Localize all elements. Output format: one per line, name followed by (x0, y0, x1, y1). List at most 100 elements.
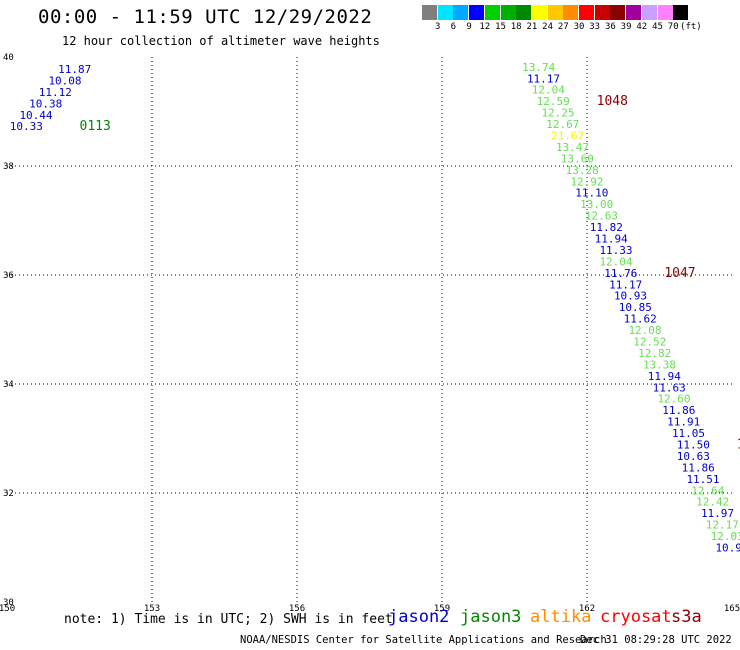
wave-height-value: 13.60 (561, 152, 594, 165)
wave-height-value: 10.91 (715, 542, 740, 555)
lat-tick-label: 30 (3, 598, 14, 608)
page-title: 00:00 - 11:59 UTC 12/29/2022 (38, 6, 373, 28)
wave-height-value: 13.47 (556, 141, 589, 154)
wave-height-value: 11.50 (677, 438, 710, 451)
wave-height-value: 12.64 (691, 484, 724, 497)
wave-height-value: 11.94 (595, 232, 628, 245)
wave-height-value: 10.38 (29, 97, 62, 110)
credit-line: NOAA/NESDIS Center for Satellite Applica… (240, 634, 607, 646)
satellite-label-s3a: s3a (671, 607, 702, 627)
wave-height-value: 12.92 (570, 175, 603, 188)
legend-swatch (516, 5, 532, 20)
wave-height-value: 11.87 (58, 63, 91, 76)
wave-height-value: 10.93 (614, 290, 647, 303)
wave-height-value: 13.28 (566, 164, 599, 177)
wave-height-value: 11.82 (590, 221, 623, 234)
wave-height-value: 12.42 (696, 496, 729, 509)
legend-swatch (453, 5, 469, 20)
lon-tick-label: 150 (0, 604, 15, 614)
wave-height-value: 12.17 (706, 519, 739, 532)
legend-swatch (437, 5, 453, 20)
legend-label: 3 (434, 22, 441, 32)
pass-time-label: 1048 (597, 94, 628, 109)
legend-label: (ft) (680, 22, 702, 32)
legend-label: 39 (620, 22, 632, 32)
lat-tick-label: 40 (3, 53, 14, 63)
legend-label: 45 (652, 22, 663, 32)
satellite-label-jason3: jason3 (460, 607, 522, 627)
wave-height-value: 11.51 (686, 473, 719, 486)
wave-height-value: 10.33 (10, 120, 43, 133)
legend-label: 9 (466, 22, 472, 32)
lat-tick-label: 32 (3, 489, 14, 499)
lon-tick-label: 162 (579, 604, 595, 614)
wave-height-value: 10.08 (48, 74, 81, 87)
lon-tick-label: 165 (724, 604, 740, 614)
pass-time-label: 0113 (80, 119, 111, 134)
legend-swatch (531, 5, 547, 20)
pass-time-label: 1047 (664, 266, 695, 281)
lon-tick-label: 153 (144, 604, 160, 614)
wave-height-value: 11.86 (662, 404, 695, 417)
legend-swatch (657, 5, 673, 20)
satellite-label-cryosat: cryosat (600, 607, 672, 627)
wave-height-value: 12.25 (541, 107, 574, 120)
legend-label: 36 (604, 22, 616, 32)
legend-swatch (547, 5, 563, 20)
wave-height-value: 12.67 (546, 118, 579, 131)
wave-height-value: 12.52 (633, 335, 666, 348)
wave-height-value: 12.03 (711, 530, 740, 543)
lat-tick-label: 34 (3, 380, 14, 390)
legend-swatch (626, 5, 642, 20)
wave-height-value: 11.33 (599, 244, 632, 257)
legend-label: 18 (510, 22, 522, 32)
wave-height-value: 11.12 (39, 86, 72, 99)
wave-height-value: 12.08 (628, 324, 661, 337)
legend-label: 12 (479, 22, 491, 32)
wave-height-value: 13.38 (643, 358, 676, 371)
wave-height-value: 11.10 (575, 187, 608, 200)
legend-swatch (484, 5, 500, 20)
units-note: note: 1) Time is in UTC; 2) SWH is in fe… (64, 612, 393, 627)
legend-label: 42 (636, 22, 648, 32)
legend-label: 6 (450, 22, 457, 32)
wave-height-value: 13.00 (580, 198, 613, 211)
lon-tick-label: 159 (434, 604, 450, 614)
wave-height-value: 11.17 (527, 72, 560, 85)
wave-height-value: 11.05 (672, 427, 705, 440)
legend-swatch (422, 5, 437, 20)
wave-height-value: 12.04 (599, 255, 632, 268)
satellite-label-altika: altika (530, 607, 592, 627)
wave-height-value: 21.67 (551, 129, 584, 142)
wave-height-value: 10.85 (619, 301, 652, 314)
lat-tick-label: 36 (3, 271, 14, 281)
legend-swatch (563, 5, 579, 20)
wave-height-value: 11.63 (653, 381, 686, 394)
wave-height-value: 11.17 (609, 278, 642, 291)
legend-label: 30 (573, 22, 585, 32)
wave-height-value: 11.94 (648, 370, 681, 383)
wave-height-value: 11.97 (701, 507, 734, 520)
legend-swatch (594, 5, 610, 20)
wave-height-value: 12.82 (638, 347, 671, 360)
generated-timestamp: Dec 31 08:29:28 UTC 2022 (580, 634, 732, 646)
legend-swatch (469, 5, 485, 20)
lat-tick-label: 38 (3, 162, 14, 172)
pass-time-label: 1046 (737, 437, 740, 452)
legend-label: 27 (557, 22, 569, 32)
legend-label: 33 (589, 22, 601, 32)
legend-swatch (673, 5, 689, 20)
legend-label: 15 (495, 22, 506, 32)
wave-height-value: 13.74 (522, 61, 555, 74)
satellite-label-jason2: jason2 (388, 607, 450, 627)
page-subtitle: 12 hour collection of altimeter wave hei… (62, 34, 380, 48)
wave-height-value: 12.04 (532, 84, 565, 97)
wave-height-value: 11.86 (682, 461, 715, 474)
wave-height-value: 12.59 (537, 95, 570, 108)
legend-swatch (641, 5, 657, 20)
wave-height-value: 10.63 (677, 450, 710, 463)
wave-height-value: 11.76 (604, 267, 637, 280)
legend-swatch (500, 5, 516, 20)
legend-swatch (579, 5, 594, 20)
